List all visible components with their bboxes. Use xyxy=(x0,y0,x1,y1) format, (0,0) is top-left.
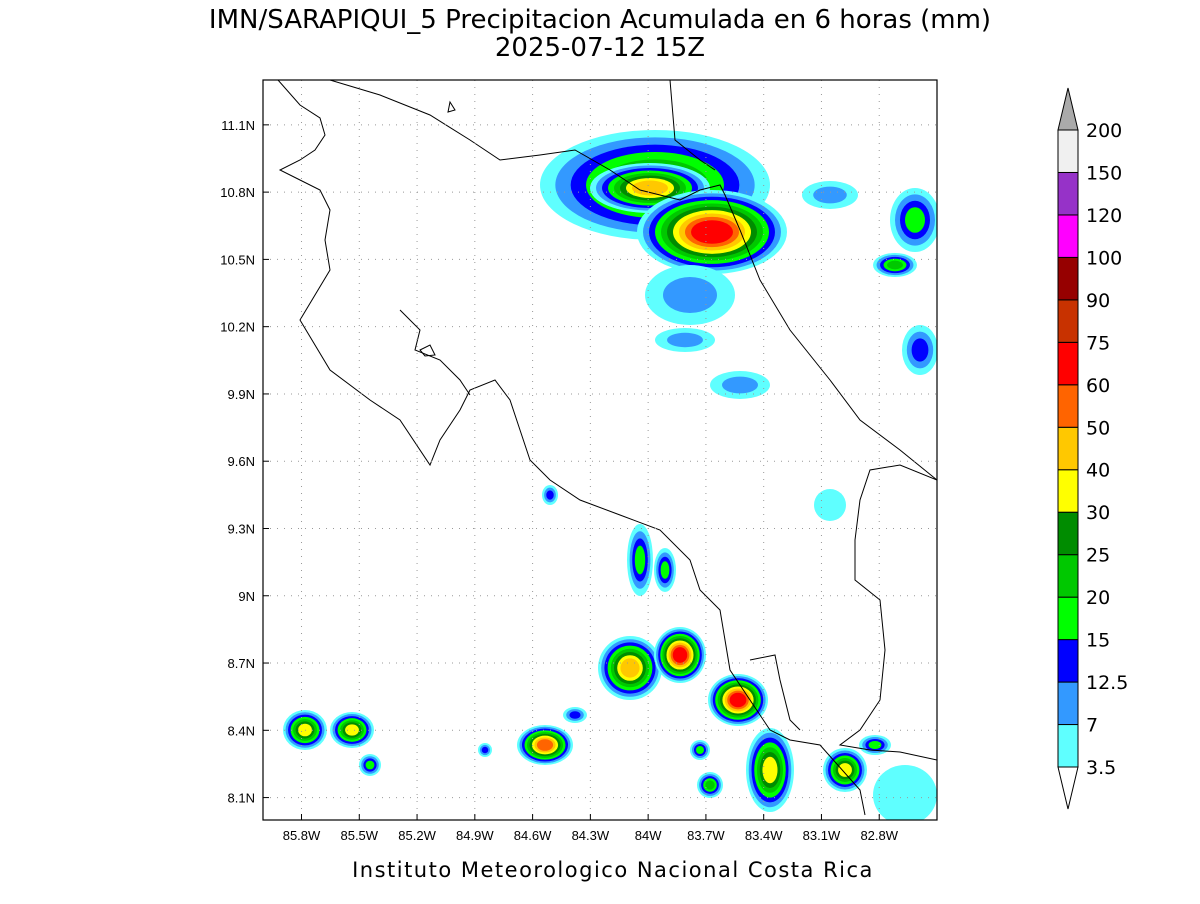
y-tick-label: 9.9N xyxy=(228,387,255,402)
rain-area xyxy=(911,338,929,362)
y-tick-label: 9.3N xyxy=(228,521,255,536)
colorbar-box xyxy=(1057,596,1079,641)
colorbar-box xyxy=(1057,469,1079,513)
rain-area xyxy=(873,765,937,820)
rain-area xyxy=(667,332,703,348)
colorbar-box xyxy=(1057,554,1079,598)
y-tick-label: 11.1N xyxy=(221,118,255,133)
colorbar-label: 150 xyxy=(1086,162,1122,184)
rain-area xyxy=(691,220,733,244)
y-tick-label: 9N xyxy=(238,589,255,604)
y-tick-label: 8.1N xyxy=(228,791,255,806)
colorbar-label: 20 xyxy=(1086,587,1110,609)
rain-area xyxy=(814,489,846,521)
colorbar-box xyxy=(1057,426,1079,471)
rain-area xyxy=(868,741,882,749)
rain-area xyxy=(813,186,847,204)
x-tick-label: 85.8W xyxy=(283,828,321,843)
colorbar-label: 200 xyxy=(1086,120,1122,142)
x-tick-label: 85.5W xyxy=(340,828,378,843)
colorbar-box xyxy=(1057,299,1079,343)
y-tick-label: 8.4N xyxy=(228,723,255,738)
colorbar-label: 3.5 xyxy=(1086,757,1116,779)
colorbar-box xyxy=(1057,129,1079,173)
rain-area xyxy=(696,746,704,754)
colorbar-box xyxy=(1057,256,1079,301)
colorbar-under xyxy=(1057,766,1079,810)
x-tick-label: 84.9W xyxy=(456,828,494,843)
y-tick-label: 10.5N xyxy=(220,252,255,267)
x-tick-label: 82.8W xyxy=(860,828,898,843)
rain-area xyxy=(672,647,688,663)
y-tick-label: 8.7N xyxy=(228,656,255,671)
colorbar-label: 60 xyxy=(1086,375,1110,397)
colorbar-box xyxy=(1057,639,1079,683)
colorbar-label: 12.5 xyxy=(1086,672,1128,694)
x-tick-label: 83.7W xyxy=(687,828,725,843)
rain-area xyxy=(887,260,903,270)
x-tick-label: 83.4W xyxy=(745,828,783,843)
title: IMN/SARAPIQUI_5 Precipitacion Acumulada … xyxy=(209,5,991,35)
colorbar-box xyxy=(1057,724,1079,768)
colorbar-box xyxy=(1057,681,1079,726)
map-frame xyxy=(262,79,938,821)
rain-area xyxy=(762,756,778,784)
rain-area xyxy=(705,780,715,790)
rain-area xyxy=(345,724,359,736)
precipitation xyxy=(283,130,937,820)
x-tick-label: 84.3W xyxy=(572,828,610,843)
rain-area xyxy=(729,692,747,708)
colorbar-box xyxy=(1057,341,1079,386)
x-tick-label: 84W xyxy=(635,828,662,843)
colorbar-label: 100 xyxy=(1086,247,1122,269)
rain-area xyxy=(365,760,375,770)
colorbar-label: 90 xyxy=(1086,290,1110,312)
colorbar-label: 7 xyxy=(1086,715,1098,737)
colorbar-box xyxy=(1057,214,1079,258)
footer: Instituto Meteorologico Nacional Costa R… xyxy=(352,858,874,882)
x-tick-label: 84.6W xyxy=(514,828,552,843)
rain-area xyxy=(620,658,640,678)
rain-area xyxy=(546,490,554,500)
rain-area xyxy=(481,746,489,754)
colorbar-box xyxy=(1057,171,1079,216)
y-tick-label: 10.8N xyxy=(220,185,255,200)
y-tick-label: 10.2N xyxy=(220,320,255,335)
x-tick-label: 85.2W xyxy=(398,828,436,843)
rain-area xyxy=(905,207,925,233)
rain-area xyxy=(634,545,646,575)
colorbar-label: 40 xyxy=(1086,460,1110,482)
colorbar-label: 75 xyxy=(1086,332,1110,354)
rain-area xyxy=(569,711,581,719)
colorbar-label: 15 xyxy=(1086,630,1110,652)
x-tick-label: 83.1W xyxy=(803,828,841,843)
colorbar-label: 25 xyxy=(1086,545,1110,567)
colorbar-label: 120 xyxy=(1086,205,1122,227)
rain-area xyxy=(663,277,717,313)
subtitle: 2025-07-12 15Z xyxy=(495,33,705,63)
colorbar-box xyxy=(1057,511,1079,556)
colorbar-box xyxy=(1057,384,1079,428)
colorbar-label: 50 xyxy=(1086,417,1110,439)
colorbar-over xyxy=(1057,87,1079,131)
rain-area xyxy=(536,739,554,751)
rain-area xyxy=(722,376,758,394)
colorbar-label: 30 xyxy=(1086,502,1110,524)
y-tick-label: 9.6N xyxy=(228,454,255,469)
rain-area xyxy=(838,763,852,777)
rain-area xyxy=(660,561,670,579)
